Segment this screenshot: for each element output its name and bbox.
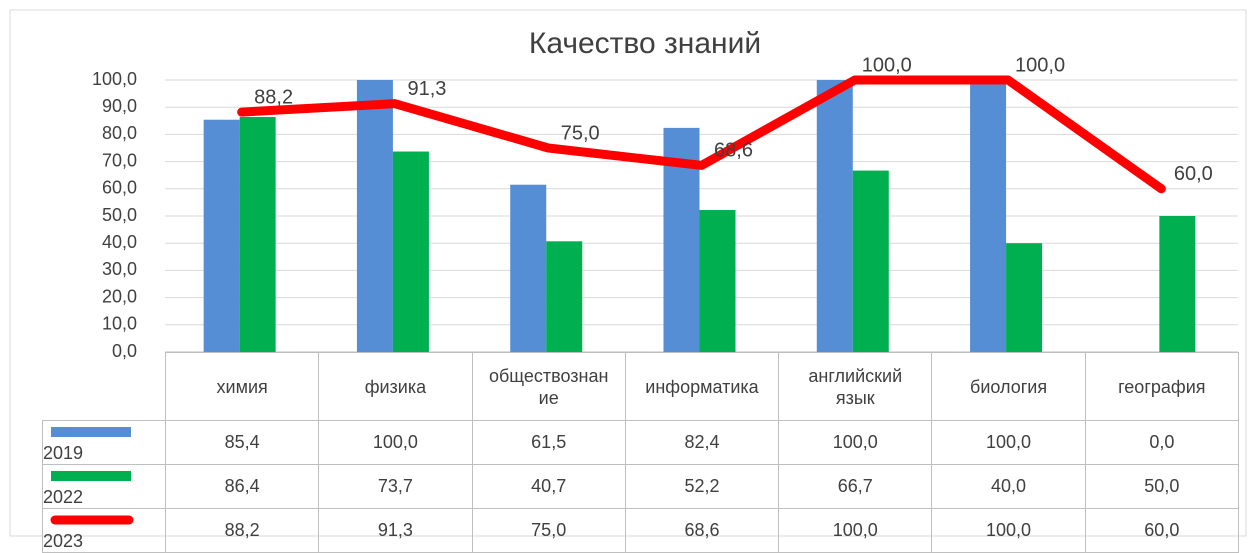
legend-entry: 2022 xyxy=(42,464,166,509)
y-tick-label: 70,0 xyxy=(102,150,137,170)
table-cell: 100,0 xyxy=(778,508,933,553)
legend-label: 2023 xyxy=(43,531,84,551)
data-label: 68,6 xyxy=(714,140,753,162)
bar xyxy=(203,119,240,352)
x-tick-label: химия xyxy=(164,352,320,421)
table-cell: 68,6 xyxy=(624,508,780,553)
table-cell: 100,0 xyxy=(931,508,1086,553)
bar xyxy=(510,184,547,352)
table-cell: 0,0 xyxy=(1084,420,1239,465)
y-tick-label: 40,0 xyxy=(102,232,137,252)
x-tick-label: информатика xyxy=(624,352,780,421)
data-label: 100,0 xyxy=(862,54,912,76)
bar xyxy=(1006,243,1043,352)
table-cell: 61,5 xyxy=(471,420,626,465)
y-tick-label: 10,0 xyxy=(102,314,137,334)
y-tick-label: 100,0 xyxy=(92,69,137,89)
y-tick-label: 30,0 xyxy=(102,259,137,279)
y-tick-label: 90,0 xyxy=(102,96,137,116)
legend-key xyxy=(51,427,131,438)
bar xyxy=(239,116,276,352)
table-cell: 85,4 xyxy=(164,420,320,465)
table-cell: 40,0 xyxy=(931,464,1086,509)
legend-key xyxy=(50,515,134,525)
legend-swatch xyxy=(51,427,131,438)
table-cell: 50,0 xyxy=(1084,464,1239,509)
data-label: 75,0 xyxy=(561,122,600,144)
legend-label: 2022 xyxy=(43,487,84,507)
bar xyxy=(816,80,853,352)
table-row: 2023 88,2 91,3 75,0 68,6 100,0 100,0 60,0 xyxy=(42,508,1239,553)
x-tick-label: география xyxy=(1084,352,1239,421)
table-cell: 91,3 xyxy=(318,508,473,553)
chart-title: Качество знаний xyxy=(529,27,761,60)
legend-entry: 2023 xyxy=(42,508,166,553)
table-cell: 40,7 xyxy=(471,464,626,509)
table-cell: 82,4 xyxy=(624,420,780,465)
y-tick-label: 80,0 xyxy=(102,123,137,143)
table-cell: 75,0 xyxy=(471,508,626,553)
line xyxy=(237,75,1166,194)
legend-label: 2019 xyxy=(43,443,84,463)
y-tick-label: 20,0 xyxy=(102,286,137,306)
bar xyxy=(546,241,583,352)
y-tick-label: 50,0 xyxy=(102,205,137,225)
legend-entry: 2019 xyxy=(42,420,166,465)
table-corner xyxy=(42,352,166,421)
x-tick-label: биология xyxy=(931,352,1086,421)
data-label: 60,0 xyxy=(1174,163,1213,185)
x-tick-label: физика xyxy=(318,352,473,421)
table-cell: 86,4 xyxy=(164,464,320,509)
data-label: 91,3 xyxy=(407,78,446,100)
data-label: 100,0 xyxy=(1015,54,1065,76)
legend-swatch xyxy=(51,471,131,482)
x-tick-label: обществознание xyxy=(471,352,626,421)
table-cell: 66,7 xyxy=(778,464,933,509)
y-tick-label: 60,0 xyxy=(102,178,137,198)
table-cell: 100,0 xyxy=(931,420,1086,465)
table-cell: 88,2 xyxy=(164,508,320,553)
table-row: 2022 86,4 73,7 40,7 52,2 66,7 40,0 50,0 xyxy=(42,464,1239,509)
table-header-row: химия физика обществознание информатика англ… xyxy=(42,352,1239,421)
data-label: 88,2 xyxy=(254,86,293,108)
legend-key xyxy=(51,471,131,482)
table-cell: 100,0 xyxy=(778,420,933,465)
bar xyxy=(1159,216,1196,352)
bar xyxy=(970,80,1007,352)
x-tick-label: английский язык xyxy=(778,352,933,421)
table-cell: 100,0 xyxy=(318,420,473,465)
bar xyxy=(392,151,429,352)
bar xyxy=(699,210,736,352)
data-table: химия физика обществознание информатика англ… xyxy=(42,352,1239,553)
table-cell: 73,7 xyxy=(318,464,473,509)
table-cell: 60,0 xyxy=(1084,508,1239,553)
bar xyxy=(356,80,393,352)
table-row: 2019 85,4 100,0 61,5 82,4 100,0 100,0 0,0 xyxy=(42,420,1239,465)
table-cell: 52,2 xyxy=(624,464,780,509)
bar xyxy=(852,170,889,352)
